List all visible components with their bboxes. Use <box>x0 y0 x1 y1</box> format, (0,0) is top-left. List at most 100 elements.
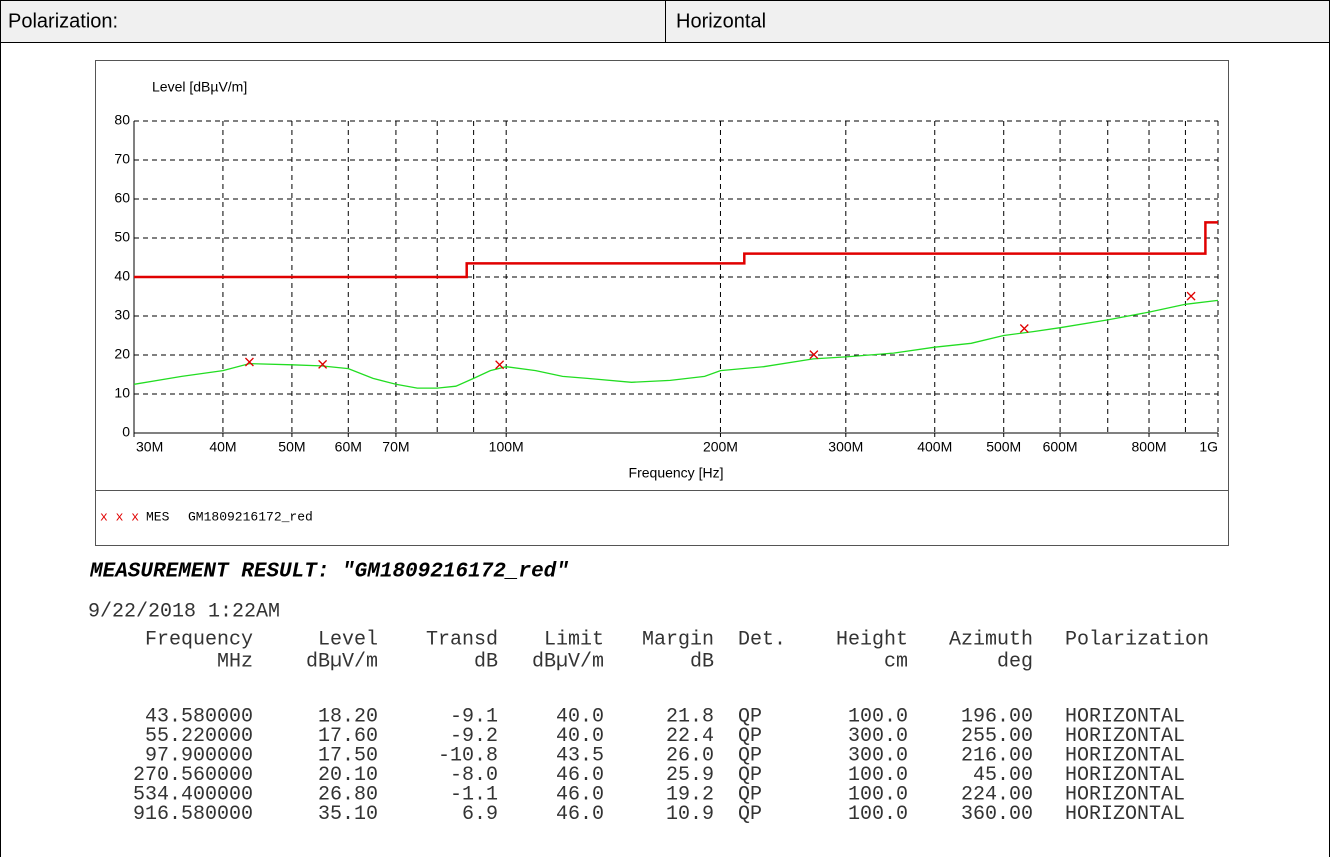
y-tick-label: 70 <box>114 151 130 167</box>
header-label: Polarization: <box>8 10 118 32</box>
table-cell: QP <box>738 744 762 767</box>
x-tick-label: 200M <box>703 439 738 455</box>
table-cell: 300.0 <box>848 744 908 767</box>
table-cell: HORIZONTAL <box>1065 725 1185 748</box>
table-cell: 26.80 <box>318 783 378 806</box>
table-cell: 360.00 <box>961 803 1033 826</box>
table-cell: HORIZONTAL <box>1065 764 1185 787</box>
table-cell: HORIZONTAL <box>1065 744 1185 767</box>
table-cell: 17.50 <box>318 744 378 767</box>
table-cell: 55.220000 <box>145 725 253 748</box>
x-tick-label: 70M <box>382 439 409 455</box>
table-cell: 100.0 <box>848 705 908 728</box>
x-tick-label: 400M <box>917 439 952 455</box>
x-tick-label: 60M <box>335 439 362 455</box>
legend-label: MES <box>146 509 170 524</box>
column-unit: dB <box>474 650 498 673</box>
table-cell: 100.0 <box>848 803 908 826</box>
table-cell: 43.5 <box>556 744 604 767</box>
table-cell: 916.580000 <box>133 803 253 826</box>
table-cell: 97.900000 <box>145 744 253 767</box>
timestamp: 9/22/2018 1:22AM <box>88 600 280 623</box>
table-cell: 43.580000 <box>145 705 253 728</box>
table-cell: HORIZONTAL <box>1065 705 1185 728</box>
table-cell: 46.0 <box>556 764 604 787</box>
x-tick-label: 800M <box>1132 439 1167 455</box>
table-cell: 6.9 <box>462 803 498 826</box>
y-axis-label: Level [dBµV/m] <box>152 79 247 95</box>
chart-frame <box>95 60 1229 546</box>
column-header: Level <box>318 628 378 651</box>
x-tick-label: 30M <box>136 439 163 455</box>
table-cell: 35.10 <box>318 803 378 826</box>
table-cell: 20.10 <box>318 764 378 787</box>
marker <box>318 359 328 369</box>
marker <box>244 357 254 367</box>
y-tick-label: 20 <box>114 346 130 362</box>
table-cell: QP <box>738 764 762 787</box>
column-unit: dB <box>690 650 714 673</box>
y-tick-label: 50 <box>114 229 130 245</box>
table-cell: 46.0 <box>556 783 604 806</box>
y-tick-label: 10 <box>114 385 130 401</box>
limit-line <box>134 221 1218 279</box>
table-cell: 40.0 <box>556 705 604 728</box>
table-cell: 255.00 <box>961 725 1033 748</box>
table-cell: 26.0 <box>666 744 714 767</box>
x-tick-label: 100M <box>489 439 524 455</box>
table-cell: 22.4 <box>666 725 714 748</box>
table-cell: 18.20 <box>318 705 378 728</box>
table-cell: 25.9 <box>666 764 714 787</box>
table-cell: -9.1 <box>450 705 498 728</box>
table-cell: 10.9 <box>666 803 714 826</box>
table-cell: QP <box>738 783 762 806</box>
marker <box>495 360 505 370</box>
x-tick-label: 600M <box>1043 439 1078 455</box>
y-tick-label: 60 <box>114 190 130 206</box>
table-cell: -8.0 <box>450 764 498 787</box>
table-cell: 300.0 <box>848 725 908 748</box>
x-tick-label: 50M <box>278 439 305 455</box>
table-cell: 21.8 <box>666 705 714 728</box>
column-header: Azimuth <box>949 628 1033 651</box>
table-cell: -10.8 <box>438 744 498 767</box>
table-cell: 100.0 <box>848 783 908 806</box>
column-header: Margin <box>642 628 714 651</box>
table-cell: 40.0 <box>556 725 604 748</box>
x-tick-label: 40M <box>209 439 236 455</box>
result-title: MEASUREMENT RESULT: "GM1809216172_red" <box>89 561 569 584</box>
table-cell: QP <box>738 705 762 728</box>
y-tick-label: 30 <box>114 307 130 323</box>
column-unit: cm <box>884 650 908 673</box>
y-tick-label: 0 <box>122 424 130 440</box>
column-header: Det. <box>738 628 786 651</box>
table-cell: 224.00 <box>961 783 1033 806</box>
table-cell: QP <box>738 725 762 748</box>
x-axis-label: Frequency [Hz] <box>629 465 724 481</box>
column-header: Frequency <box>145 628 253 651</box>
measurement-trace <box>133 299 1219 389</box>
table-cell: 270.560000 <box>133 764 253 787</box>
column-unit: MHz <box>217 650 253 673</box>
table-cell: 46.0 <box>556 803 604 826</box>
x-tick-label: 500M <box>986 439 1021 455</box>
header-value: Horizontal <box>676 10 766 32</box>
y-tick-label: 40 <box>114 268 130 284</box>
x-tick-label: 300M <box>828 439 863 455</box>
table-cell: 534.400000 <box>133 783 253 806</box>
column-header: Limit <box>544 628 604 651</box>
column-unit: dBµV/m <box>306 650 378 673</box>
table-cell: -1.1 <box>450 783 498 806</box>
column-header: Height <box>836 628 908 651</box>
table-cell: 100.0 <box>848 764 908 787</box>
marker <box>1186 291 1196 301</box>
marker <box>809 350 819 360</box>
y-tick-label: 80 <box>114 112 130 128</box>
x-tick-label: 1G <box>1199 439 1218 455</box>
legend-name: GM1809216172_red <box>188 509 313 524</box>
table-cell: HORIZONTAL <box>1065 803 1185 826</box>
table-cell: -9.2 <box>450 725 498 748</box>
table-cell: 17.60 <box>318 725 378 748</box>
